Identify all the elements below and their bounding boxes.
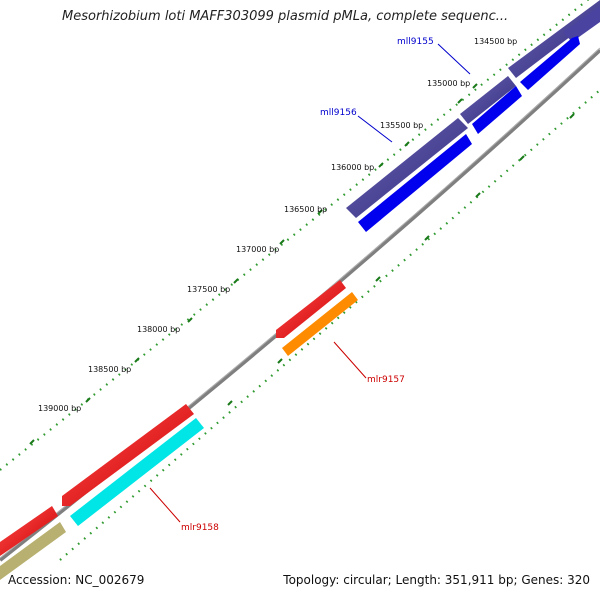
map-title: Mesorhizobium loti MAFF303099 plasmid pM… xyxy=(62,9,509,24)
gene-arrow xyxy=(0,506,58,556)
gene-red-upper[interactable] xyxy=(276,280,346,338)
feature-bar xyxy=(508,0,600,78)
ruler-label: 138500 bp xyxy=(88,365,131,374)
ruler-labels: 134500 bp 135000 bp 135500 bp 136000 bp … xyxy=(38,37,517,413)
gene-arrow xyxy=(520,36,580,90)
gene-arrow xyxy=(62,404,194,506)
ruler-label: 139000 bp xyxy=(38,404,81,413)
gene-mlr9158[interactable] xyxy=(70,418,204,526)
ruler-label: 137000 bp xyxy=(236,245,279,254)
accession-text: Accession: NC_002679 xyxy=(8,573,145,587)
gene-mll9155[interactable] xyxy=(472,36,580,134)
feature-bar xyxy=(563,6,600,42)
gene-arrow xyxy=(0,522,66,580)
ruler-label: 135500 bp xyxy=(380,121,423,130)
gene-label: mlr9157 xyxy=(367,375,405,385)
ruler-label: 136000 bp xyxy=(331,163,374,172)
feature-bar xyxy=(346,118,468,218)
feature-bar xyxy=(460,76,516,124)
gene-label: mll9156 xyxy=(320,108,357,118)
gene-label: mll9155 xyxy=(397,37,434,47)
major-ticks xyxy=(29,83,575,491)
ruler-label: 138000 bp xyxy=(137,325,180,334)
ruler-label: 136500 bp xyxy=(284,205,327,214)
gene-arrow xyxy=(358,134,472,232)
gene-labels: mll9155 mll9156 mlr9157 mlr9158 xyxy=(149,37,471,533)
ruler-label: 134500 bp xyxy=(474,37,517,46)
gene-arrow xyxy=(472,86,522,134)
gene-red-lower[interactable] xyxy=(0,404,194,556)
gene-mlr9157[interactable] xyxy=(282,292,358,356)
ruler-label: 135000 bp xyxy=(427,79,470,88)
gene-olive[interactable] xyxy=(0,522,66,580)
ruler-label: 137500 bp xyxy=(187,285,230,294)
forward-outer-features xyxy=(346,0,600,218)
gene-arrow xyxy=(282,292,358,356)
gene-arrow xyxy=(276,280,346,338)
gene-label: mlr9158 xyxy=(181,523,219,533)
gene-mll9156[interactable] xyxy=(358,134,472,232)
gene-arrow xyxy=(70,418,204,526)
minor-ticks-outer xyxy=(0,0,590,471)
topology-stats-text: Topology: circular; Length: 351,911 bp; … xyxy=(283,573,590,587)
